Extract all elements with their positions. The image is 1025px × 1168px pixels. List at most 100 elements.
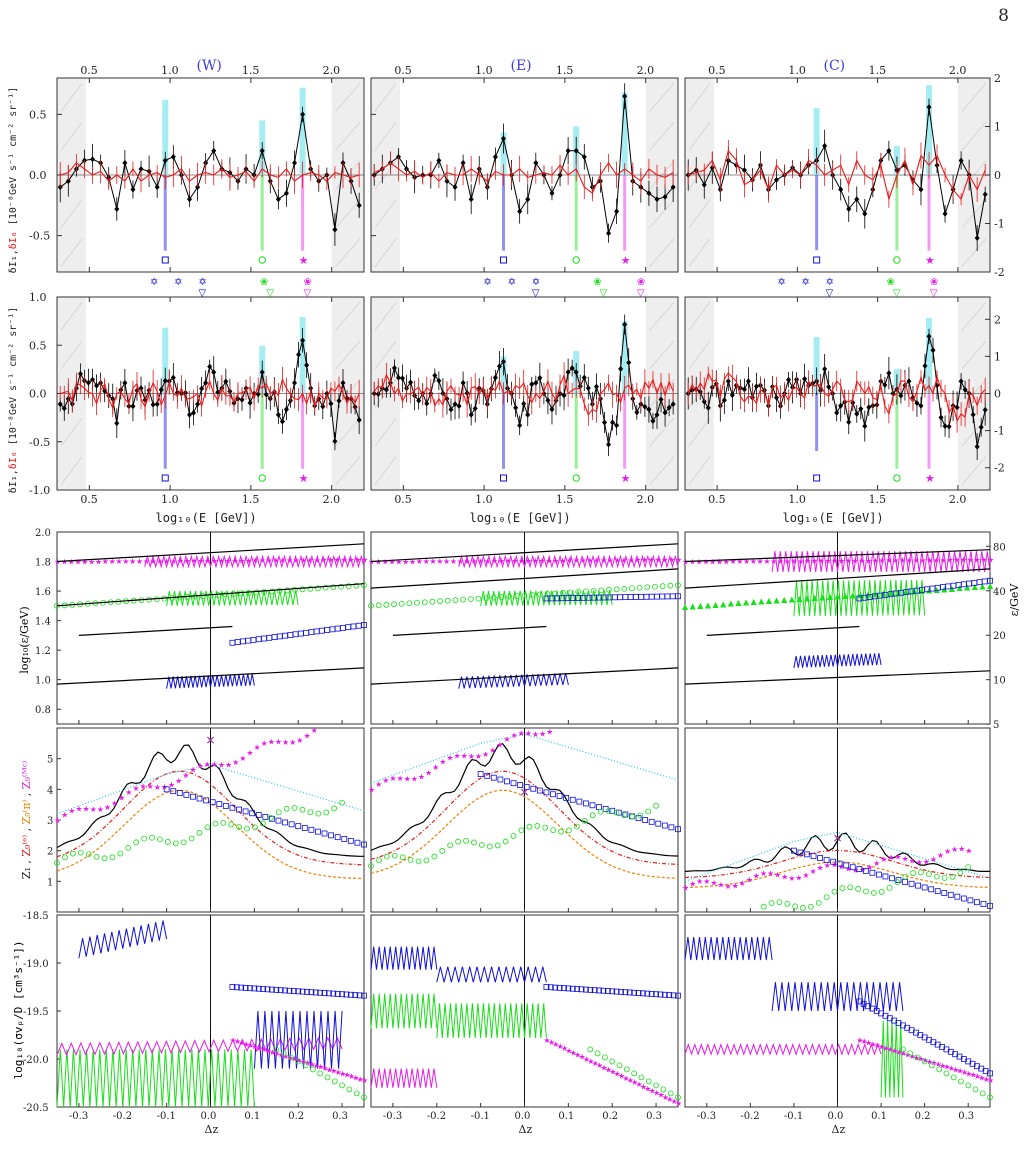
hatch-line (374, 417, 397, 447)
green-circle (542, 824, 549, 831)
Zg-MC-star: ★ (831, 861, 838, 870)
green-circle (322, 584, 329, 591)
Zg-MC-star: ★ (482, 750, 489, 759)
Zg-MC-star: ★ (496, 740, 503, 749)
magenta-star: ★ (163, 557, 170, 566)
green-circle (398, 600, 405, 607)
green-circle (288, 1054, 294, 1061)
green-circle: ▲ (934, 585, 941, 594)
Zg-MC-star: ★ (311, 726, 318, 735)
green-circle (259, 820, 266, 827)
green-circle (506, 593, 513, 600)
magenta-star: ★ (286, 1053, 293, 1062)
blue-square (260, 986, 267, 992)
star-marker: ★ (621, 254, 631, 267)
blue-square (908, 880, 915, 887)
blue-zigzag (684, 937, 773, 961)
blue-square (245, 637, 252, 644)
green-circle (621, 585, 628, 592)
green-circle (230, 591, 237, 597)
blue-square (915, 882, 922, 889)
Zg-MC-star: ★ (268, 737, 275, 746)
green-circle (273, 1046, 280, 1053)
magenta-star: ★ (593, 556, 600, 565)
dz-tick-label: -0.3 (697, 1111, 716, 1122)
y-axis-label-part: [10⁻⁸GeV s⁻¹ cm⁻² sr⁻¹] (8, 307, 19, 452)
green-circle (558, 828, 564, 835)
blue-square (856, 866, 863, 872)
hatch-line (335, 417, 361, 447)
magenta-star: ★ (251, 1043, 258, 1052)
hatch-line (374, 199, 397, 229)
blue-square (561, 985, 567, 992)
blue-square (967, 897, 974, 904)
green-circle (414, 599, 420, 606)
Zg-MC-star: ★ (774, 870, 781, 879)
magenta-star: ★ (95, 557, 102, 566)
magenta-star: ★ (327, 556, 334, 565)
blue-zigzag (793, 653, 882, 668)
marker-band (895, 393, 899, 469)
magenta-star: ★ (552, 556, 559, 565)
magenta-star: ★ (68, 557, 75, 566)
triangle-marker: ▽ (637, 288, 645, 299)
magenta-star: ★ (919, 556, 926, 565)
blue-square (576, 798, 583, 805)
green-circle (855, 886, 861, 892)
green-circle (623, 1066, 630, 1073)
series-dI1 (59, 340, 360, 442)
Zg-MC-star: ★ (303, 732, 310, 741)
green-circle (605, 808, 612, 814)
green-circle: ▲ (758, 597, 765, 606)
Zg-MC-star: ★ (75, 805, 82, 814)
square-marker (813, 474, 821, 482)
magenta-star: ★ (566, 556, 573, 565)
Zg-MC-star: ★ (289, 738, 296, 747)
hatch-line (961, 340, 987, 370)
green-circle: ▲ (720, 599, 727, 608)
magenta-star: ★ (891, 1047, 898, 1056)
hatch-line (961, 238, 987, 267)
magenta-star: ★ (286, 556, 293, 565)
green-circle (338, 583, 344, 590)
energy-tick-label: 1.5 (556, 493, 574, 506)
green-circle (444, 597, 451, 604)
blue-square (329, 626, 336, 633)
energy-tick-label: 2.0 (949, 64, 967, 77)
blue-square (556, 793, 563, 799)
Zg-MC-star: ★ (118, 793, 125, 802)
y-label-Z-part: Z₉⁽π⁾ (20, 799, 33, 824)
green-circle (518, 827, 525, 834)
magenta-star: ★ (402, 557, 409, 566)
blue-square (268, 986, 275, 993)
Zg-MC-star: ★ (824, 861, 831, 870)
green-circle: ▲ (972, 582, 979, 591)
magenta-star: ★ (763, 557, 770, 566)
magenta-star: ★ (291, 1055, 298, 1064)
green-circle (870, 890, 877, 896)
magenta-star: ★ (190, 557, 197, 566)
green-circle (276, 587, 283, 594)
blue-square (255, 812, 262, 818)
y-label-Z-text: Z₁ , Z₉⁽ᵉ⁾ , Z₉⁽π⁾ , Z₉⁽ᴹᶜ⁾ (20, 761, 33, 880)
green-circle (958, 1078, 964, 1085)
green-circle: ▲ (751, 597, 758, 606)
magenta-star: ★ (973, 556, 980, 565)
magenta-star: ★ (865, 556, 872, 565)
green-circle (847, 884, 854, 891)
hatch-line (60, 238, 83, 267)
magenta-star: ★ (313, 1061, 320, 1070)
green-circle (768, 900, 775, 906)
Zg-MC-star: ★ (411, 774, 418, 783)
magenta-star: ★ (900, 1049, 907, 1058)
blue-square (510, 780, 517, 787)
magenta-star: ★ (557, 1042, 564, 1051)
green-circle: ▲ (812, 593, 819, 602)
energy-tick-label: 1.0 (788, 493, 806, 506)
green-circle: ▲ (880, 588, 887, 597)
dz-tick-label: -0.1 (784, 1111, 803, 1122)
Zg-MC-star: ★ (218, 760, 225, 769)
Zg-MC-star: ★ (958, 845, 965, 854)
green-circle: ▲ (796, 594, 803, 603)
blue-square (675, 826, 681, 833)
